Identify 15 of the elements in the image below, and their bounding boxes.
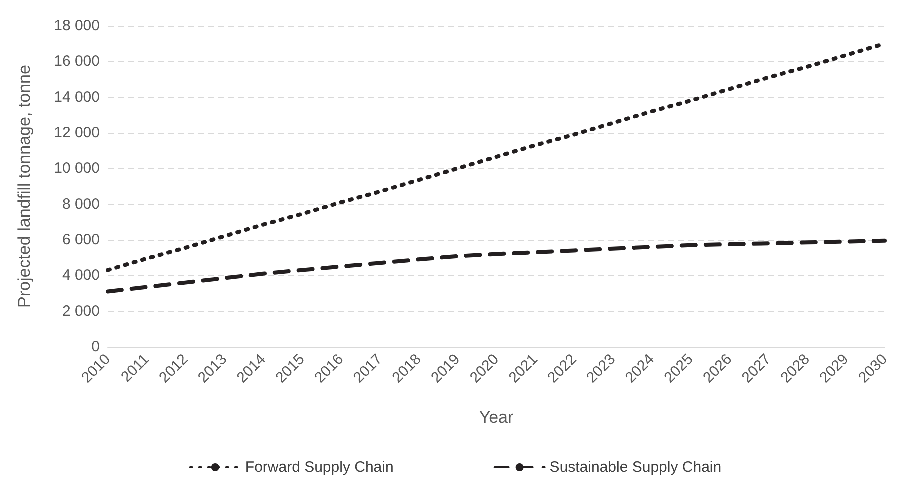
y-tick-label: 8 000 bbox=[62, 196, 100, 213]
y-tick-label: 6 000 bbox=[62, 232, 100, 248]
legend-label: Sustainable Supply Chain bbox=[550, 459, 722, 476]
legend-label: Forward Supply Chain bbox=[245, 459, 394, 476]
y-tick-label: 16 000 bbox=[54, 53, 100, 70]
x-axis-title: Year bbox=[479, 408, 514, 427]
line-series bbox=[106, 238, 887, 294]
y-tick-label: 18 000 bbox=[54, 18, 100, 34]
y-tick-label: 4 000 bbox=[62, 267, 100, 284]
y-tick-label: 12 000 bbox=[54, 124, 100, 142]
y-tick-label: 14 000 bbox=[54, 88, 100, 106]
y-tick-label: 2 000 bbox=[62, 302, 100, 320]
y-tick-label: 10 000 bbox=[54, 160, 100, 178]
y-tick-label: 0 bbox=[92, 338, 100, 356]
y-axis-title: Projected landfill tonnage, tonne bbox=[15, 65, 34, 308]
